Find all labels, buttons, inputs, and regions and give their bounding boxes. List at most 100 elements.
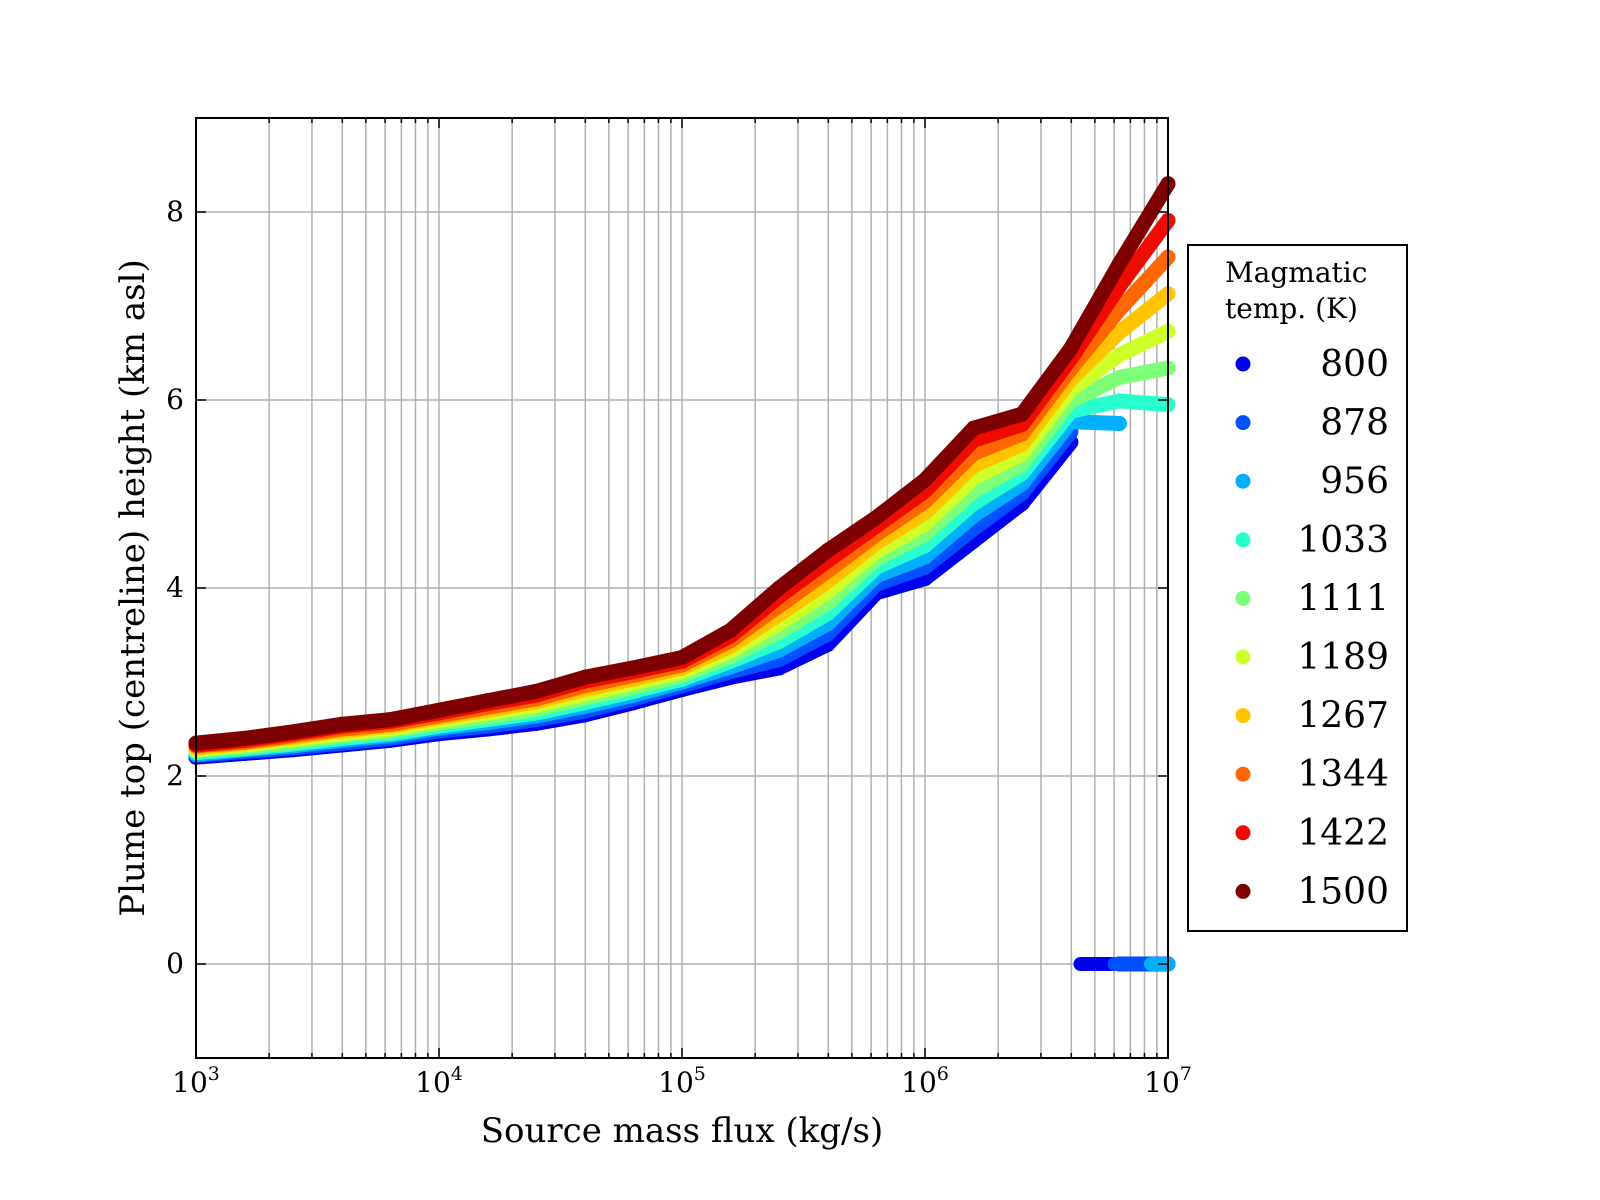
data-point-1500 <box>334 716 350 732</box>
legend-marker-icon <box>1235 473 1251 489</box>
series-band-1267 <box>1111 286 1176 340</box>
y-tick-labels: 0 2 4 6 8 <box>166 195 184 980</box>
data-point-1500 <box>577 669 593 685</box>
series-band-878 <box>771 626 836 667</box>
series-band-956 <box>1063 414 1127 431</box>
series-band-1500 <box>431 693 496 718</box>
legend-marker-icon <box>1235 649 1251 665</box>
series-band-1267 <box>966 436 1030 474</box>
data-point-1344 <box>1111 302 1127 318</box>
series-band-878 <box>917 521 982 575</box>
series-band-1189 <box>917 470 982 532</box>
series-band-1500 <box>771 542 836 596</box>
series-band-1422 <box>966 416 1030 448</box>
legend-item-1267: 1267 <box>1235 696 1389 737</box>
series-band-1500 <box>868 472 933 525</box>
data-point-1500 <box>285 724 301 740</box>
series-band-1500 <box>723 580 787 638</box>
ticks <box>196 118 1168 1058</box>
legend-label: 800 <box>1320 344 1389 385</box>
series-band-1033 <box>1111 393 1176 413</box>
series-band-1111 <box>1063 369 1127 409</box>
data-point-1500 <box>674 650 690 666</box>
legend-label: 1344 <box>1297 754 1389 795</box>
data-point-1500 <box>1063 340 1079 356</box>
series-band-956 <box>868 549 933 584</box>
data-point-1500 <box>480 693 496 709</box>
data-point-1500 <box>917 472 933 488</box>
legend-item-800: 800 <box>1235 344 1389 385</box>
y-tick-label: 4 <box>166 571 184 604</box>
legend-item-1189: 1189 <box>1235 637 1389 678</box>
series-band-1500 <box>577 660 641 685</box>
series-band-800 <box>966 495 1030 549</box>
series-1500 <box>188 176 1176 751</box>
series-band-1500 <box>966 406 1030 436</box>
legend-label: 1267 <box>1297 696 1389 737</box>
series-band-1111 <box>917 483 982 542</box>
legend-label: 1422 <box>1297 813 1389 854</box>
series-band-878 <box>868 559 933 592</box>
legend-item-956: 956 <box>1235 461 1389 502</box>
series-band-1500 <box>382 702 447 728</box>
series-band-956 <box>917 508 982 565</box>
x-tick-labels: 103 104 105 106 107 <box>172 1063 1192 1099</box>
series-band-1500 <box>625 650 690 676</box>
series-band-1500 <box>188 730 253 751</box>
data-point-1500 <box>820 542 836 558</box>
data-point-1111 <box>1111 369 1127 385</box>
x-axis-label: Source mass flux (kg/s) <box>481 1111 883 1151</box>
data-point-1500 <box>382 712 398 728</box>
x-tick-label: 106 <box>901 1063 949 1099</box>
series-band-1500 <box>480 683 544 709</box>
series-band-1500 <box>1063 256 1127 356</box>
series-band-1344 <box>771 563 836 614</box>
legend-marker-icon <box>1235 883 1251 899</box>
series-band-1500 <box>674 622 739 666</box>
series-band-1500 <box>334 712 398 732</box>
series-band-1267 <box>917 458 982 521</box>
series-band-956 <box>966 476 1030 524</box>
legend: Magmatic temp. (K) 800 878 956 1033 1111 1189… <box>1187 244 1408 932</box>
data-point-1500 <box>771 580 787 596</box>
data-marks <box>188 176 1176 972</box>
series-band-1500 <box>285 716 350 740</box>
data-point-1500 <box>625 660 641 676</box>
x-tick-label: 104 <box>415 1063 463 1099</box>
series-band-1344 <box>1111 249 1176 318</box>
series-band-1189 <box>868 516 933 559</box>
series-band-956 <box>771 616 836 658</box>
data-point-1500 <box>528 683 544 699</box>
legend-item-1500: 1500 <box>1235 871 1389 912</box>
series-band-1500 <box>237 724 301 746</box>
series-band-1033 <box>771 605 836 650</box>
series-band-1189 <box>1063 347 1127 398</box>
y-tick-label: 8 <box>166 195 184 228</box>
legend-item-878: 878 <box>1235 403 1389 444</box>
series-band-1189 <box>771 584 836 632</box>
series-band-878 <box>966 485 1030 537</box>
legend-item-1033: 1033 <box>1235 520 1389 561</box>
series-band-1189 <box>966 446 1030 486</box>
legend-item-1344: 1344 <box>1235 754 1389 795</box>
series-band-1500 <box>820 510 884 558</box>
series-band-1500 <box>528 669 593 699</box>
legend-label: 1500 <box>1297 871 1389 912</box>
legend-marker-icon <box>1235 356 1251 372</box>
legend-items: 800 878 956 1033 1111 1189 1267 1344 1422 1500 <box>1235 344 1389 912</box>
data-point-1500 <box>1014 406 1030 422</box>
legend-item-1422: 1422 <box>1235 813 1389 854</box>
series-band-1111 <box>1111 360 1176 385</box>
data-point-1500 <box>1111 256 1127 272</box>
data-point-1500 <box>966 420 982 436</box>
legend-title-line2: temp. (K) <box>1225 292 1358 325</box>
legend-marker-icon <box>1235 415 1251 431</box>
series-band-1033 <box>1063 393 1127 419</box>
series-band-1111 <box>966 456 1030 499</box>
legend-marker-icon <box>1235 766 1251 782</box>
series-band-1500 <box>1111 176 1176 272</box>
y-tick-label: 0 <box>166 947 184 980</box>
data-point-1267 <box>1111 324 1127 340</box>
